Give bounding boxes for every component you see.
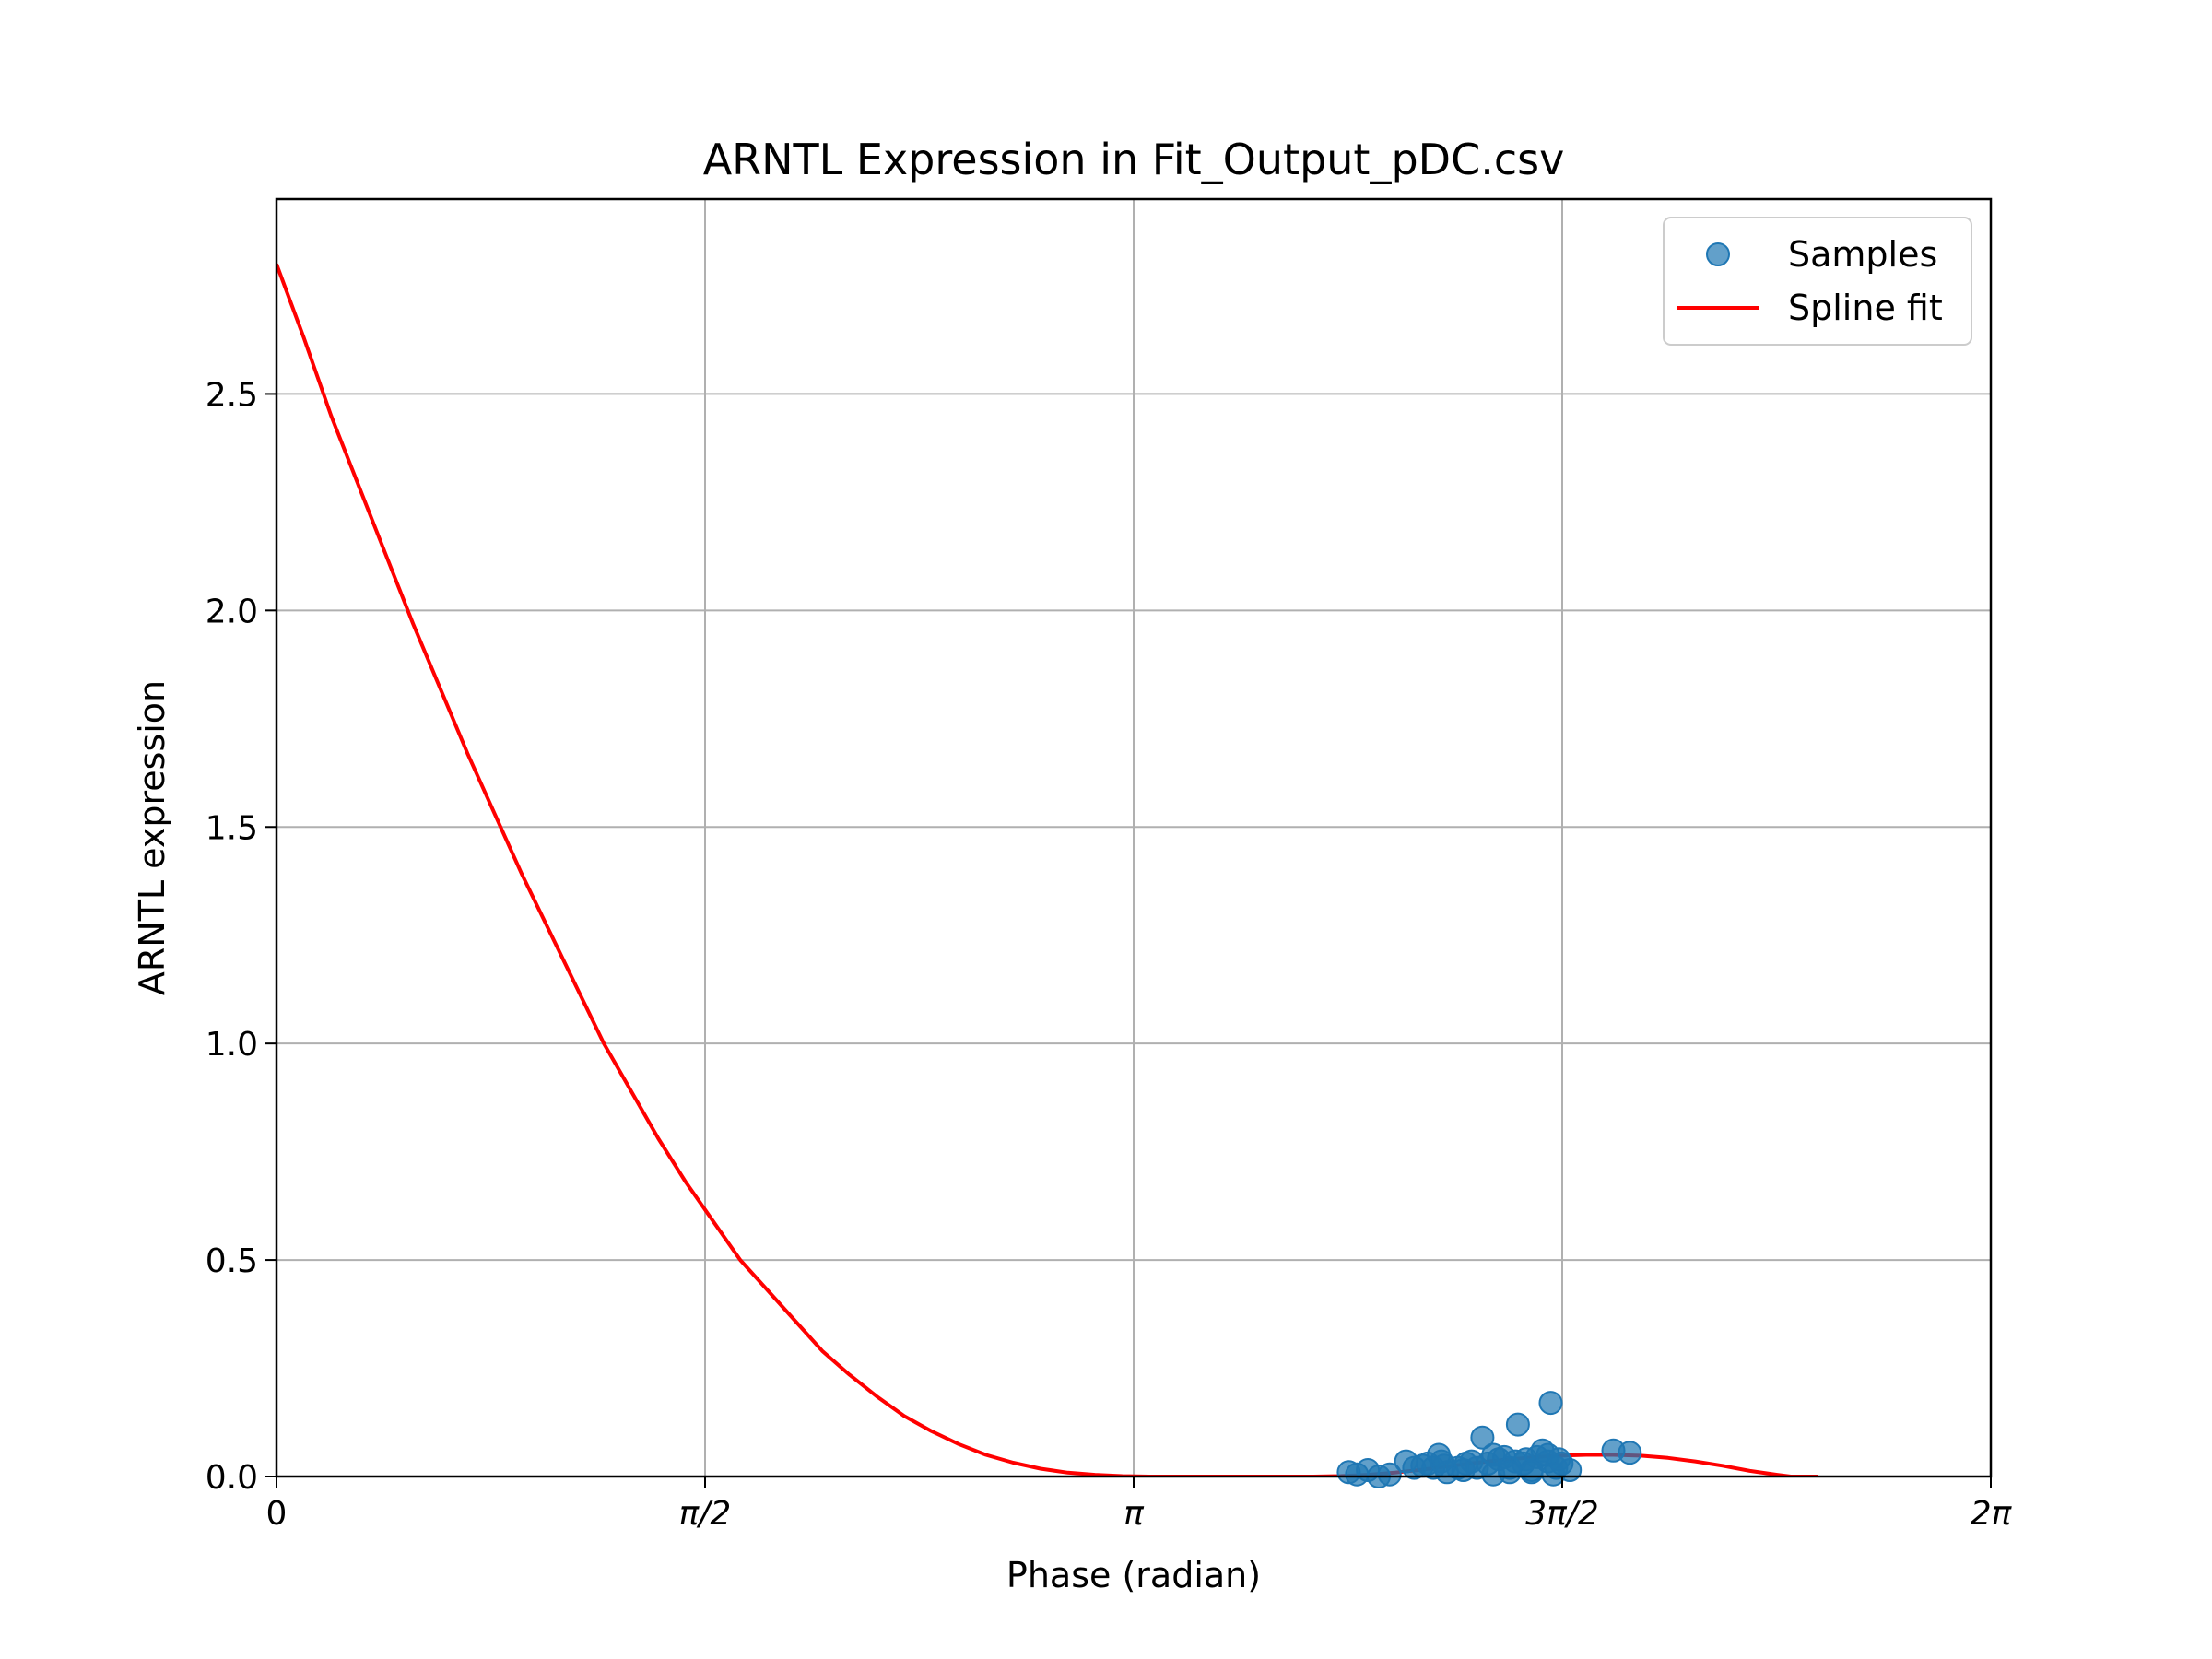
spline-fit-layer xyxy=(276,263,1818,1477)
y-tick-label: 2.5 xyxy=(206,376,258,414)
y-tick-label: 0.5 xyxy=(206,1242,258,1280)
ticks: 0 π/2 π 3π/2 2π 0.0 0.5 1.0 1.5 2.0 2.5 xyxy=(206,376,2013,1533)
sample-point xyxy=(1470,1425,1495,1450)
x-tick-label: 2π xyxy=(1971,1495,2013,1533)
y-tick-label: 0.0 xyxy=(206,1459,258,1497)
x-tick-label: π xyxy=(1124,1495,1145,1533)
y-axis-label: ARNTL expression xyxy=(132,680,172,995)
sample-point xyxy=(1535,1442,1560,1467)
sample-point xyxy=(1498,1460,1522,1485)
sample-point xyxy=(1377,1462,1402,1487)
legend: Samples Spline fit xyxy=(1663,217,1972,346)
sample-point xyxy=(1618,1441,1642,1465)
sample-point xyxy=(1519,1460,1544,1485)
y-tick-label: 1.5 xyxy=(206,809,258,847)
legend-box xyxy=(1663,217,1972,346)
x-tick-label: 3π/2 xyxy=(1525,1495,1599,1533)
sample-point xyxy=(1541,1462,1566,1487)
chart-title: ARNTL Expression in Fit_Output_pDC.csv xyxy=(703,135,1565,184)
x-tick-label: π/2 xyxy=(679,1495,732,1533)
sample-point xyxy=(1432,1453,1456,1478)
grid xyxy=(276,199,1992,1477)
sample-point xyxy=(1505,1412,1530,1437)
legend-samples-label: Samples xyxy=(1788,234,1937,275)
legend-samples-marker xyxy=(1706,242,1730,266)
legend-spline-label: Spline fit xyxy=(1788,288,1943,328)
spline-fit-line xyxy=(276,263,1818,1477)
y-tick-label: 1.0 xyxy=(206,1026,258,1064)
x-tick-label: 0 xyxy=(266,1495,288,1533)
y-tick-label: 2.0 xyxy=(206,593,258,630)
sample-point xyxy=(1538,1391,1563,1416)
samples-layer xyxy=(1336,1391,1642,1488)
x-axis-label: Phase (radian) xyxy=(1006,1555,1261,1595)
